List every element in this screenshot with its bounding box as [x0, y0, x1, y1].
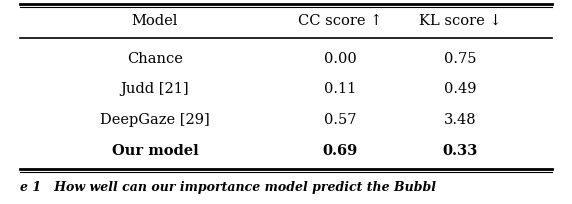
- Text: 0.33: 0.33: [442, 144, 478, 158]
- Text: Our model: Our model: [112, 144, 198, 158]
- Text: 0.49: 0.49: [444, 82, 476, 96]
- Text: Judd [21]: Judd [21]: [121, 82, 189, 96]
- Text: KL score ↓: KL score ↓: [419, 14, 501, 28]
- Text: e 1   How well can our importance model predict the Bubbl: e 1 How well can our importance model pr…: [20, 182, 436, 194]
- Text: 0.75: 0.75: [444, 52, 476, 66]
- Text: Chance: Chance: [127, 52, 183, 66]
- Text: 0.11: 0.11: [324, 82, 356, 96]
- Text: 0.57: 0.57: [324, 113, 356, 127]
- Text: 3.48: 3.48: [444, 113, 476, 127]
- Text: 0.69: 0.69: [323, 144, 358, 158]
- Text: 0.00: 0.00: [324, 52, 356, 66]
- Text: CC score ↑: CC score ↑: [298, 14, 382, 28]
- Text: DeepGaze [29]: DeepGaze [29]: [100, 113, 210, 127]
- Text: Model: Model: [132, 14, 178, 28]
